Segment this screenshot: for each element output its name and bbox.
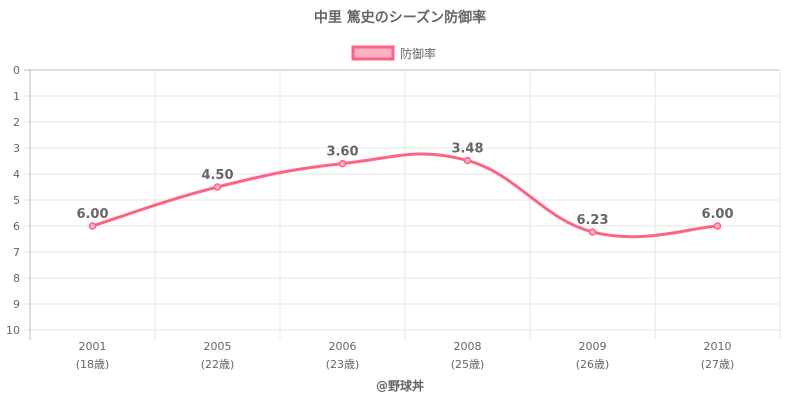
data-point bbox=[213, 183, 222, 191]
x-tick-sublabel: (22歳) bbox=[201, 358, 235, 371]
y-tick-label: 6 bbox=[13, 220, 20, 233]
x-tick-sublabel: (26歳) bbox=[576, 358, 610, 371]
x-tick-label: 2008 bbox=[454, 340, 482, 353]
data-label: 4.50 bbox=[201, 168, 233, 183]
y-tick-label: 7 bbox=[13, 246, 20, 259]
data-label: 6.23 bbox=[576, 213, 608, 228]
chart-title: 中里 篤史のシーズン防御率 bbox=[314, 9, 486, 26]
x-tick-sublabel: (18歳) bbox=[76, 358, 110, 371]
data-point bbox=[338, 159, 347, 168]
legend-label: 防御率 bbox=[400, 46, 436, 61]
data-label: 3.48 bbox=[451, 141, 483, 156]
footer-credit: @野球丼 bbox=[376, 378, 424, 393]
x-tick-label: 2001 bbox=[79, 340, 107, 353]
y-tick-label: 3 bbox=[13, 142, 20, 155]
y-tick-label: 10 bbox=[6, 324, 20, 337]
y-tick-label: 1 bbox=[13, 90, 20, 103]
legend-swatch bbox=[351, 45, 395, 61]
y-tick-label: 8 bbox=[13, 272, 20, 285]
y-tick-label: 9 bbox=[13, 298, 20, 311]
data-label: 3.60 bbox=[326, 145, 358, 160]
x-tick-label: 2006 bbox=[329, 340, 357, 353]
x-tick-sublabel: (23歳) bbox=[326, 358, 360, 371]
data-label: 6.00 bbox=[701, 207, 733, 222]
x-tick-sublabel: (27歳) bbox=[701, 358, 735, 371]
x-tick-label: 2005 bbox=[204, 340, 232, 353]
data-point bbox=[88, 222, 97, 230]
data-point bbox=[463, 156, 472, 165]
x-tick-label: 2010 bbox=[704, 340, 732, 353]
y-tick-label: 5 bbox=[13, 194, 20, 207]
data-point bbox=[713, 222, 722, 230]
x-tick-sublabel: (25歳) bbox=[451, 358, 485, 371]
y-tick-label: 2 bbox=[13, 116, 20, 129]
x-tick-label: 2009 bbox=[579, 340, 607, 353]
legend[interactable]: 防御率 bbox=[351, 45, 436, 61]
y-tick-label: 4 bbox=[13, 168, 20, 181]
data-label: 6.00 bbox=[76, 207, 108, 222]
y-tick-label: 0 bbox=[13, 64, 20, 77]
series-line bbox=[92, 152, 718, 239]
data-point bbox=[588, 228, 597, 236]
